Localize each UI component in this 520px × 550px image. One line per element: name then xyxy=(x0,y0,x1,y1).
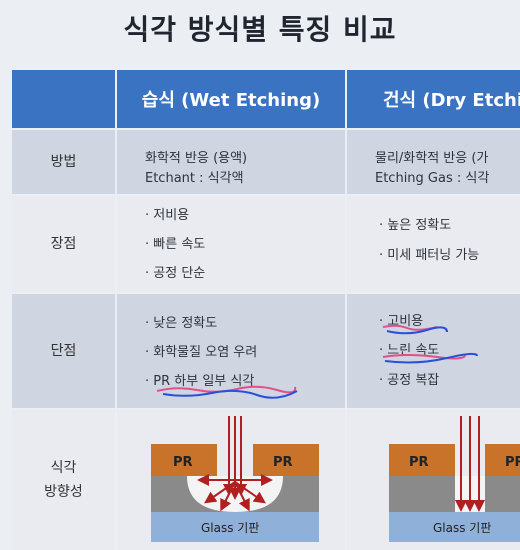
row-label-direction: 식각 방향성 xyxy=(12,410,115,550)
cons-wet-line1: · 낮은 정확도 xyxy=(145,316,218,331)
cons-dry-line3: · 공정 복잡 xyxy=(379,373,440,388)
dry-pr-right-label: PR xyxy=(505,455,520,470)
method-dry-line1: 물리/화학적 반응 (가 xyxy=(375,151,489,166)
method-wet-line2: Etchant : 식각액 xyxy=(145,171,244,186)
wet-glass-layer xyxy=(151,512,319,542)
row-label-pros: 장점 xyxy=(12,196,115,292)
dry-glass-label: Glass 기판 xyxy=(433,521,491,535)
pros-dry: · 높은 정확도 · 미세 패터닝 가능 xyxy=(347,196,520,292)
direction-wet: PR PR Glass 기판 xyxy=(117,410,345,550)
dry-etch-diagram: PR PR Glass 기판 xyxy=(389,416,520,542)
cons-dry-line2: · 느린 속도 xyxy=(379,343,440,358)
header-dry-label: 건식 (Dry Etchi xyxy=(383,90,520,111)
method-wet: 화학적 반응 (용액) Etchant : 식각액 xyxy=(117,130,345,194)
header-dry: 건식 (Dry Etchi xyxy=(347,70,520,128)
method-dry: 물리/화학적 반응 (가 Etching Gas : 식각 xyxy=(347,130,520,194)
wet-pr-right-label: PR xyxy=(273,455,293,470)
direction-dry: PR PR Glass 기판 xyxy=(347,410,520,550)
wet-pr-left-label: PR xyxy=(173,455,193,470)
row-label-cons: 단점 xyxy=(12,294,115,408)
wet-glass-label: Glass 기판 xyxy=(201,521,259,535)
row-label-method: 방법 xyxy=(12,130,115,194)
pros-wet-line2: · 빠른 속도 xyxy=(145,237,206,252)
wet-etch-arrows xyxy=(197,416,273,512)
pen-underline-dry xyxy=(382,324,478,364)
dry-pr-left xyxy=(389,444,455,476)
pros-wet-line3: · 공정 단순 xyxy=(145,266,206,281)
dry-pr-right xyxy=(485,444,520,476)
comparison-table: 습식 (Wet Etching) 건식 (Dry Etchi 방법 화학적 반응… xyxy=(12,70,520,550)
wet-etch-diagram: PR PR Glass 기판 xyxy=(151,416,319,542)
header-wet: 습식 (Wet Etching) xyxy=(117,70,345,128)
pros-wet-line1: · 저비용 xyxy=(145,208,190,223)
pros-dry-line1: · 높은 정확도 xyxy=(379,218,452,233)
dry-glass-layer xyxy=(389,512,520,542)
pros-wet: · 저비용 · 빠른 속도 · 공정 단순 xyxy=(117,196,345,292)
pros-dry-line2: · 미세 패터닝 가능 xyxy=(379,248,480,263)
wet-pr-left xyxy=(151,444,217,476)
dry-etch-arrows xyxy=(455,416,485,512)
page-title: 식각 방식별 특징 비교 xyxy=(123,13,397,46)
wet-pr-right xyxy=(253,444,319,476)
header-corner xyxy=(12,70,115,128)
cons-dry: · 고비용 · 느린 속도 · 공정 복잡 xyxy=(347,294,520,408)
pen-underline-wet xyxy=(156,385,298,399)
method-wet-line1: 화학적 반응 (용액) xyxy=(145,151,248,166)
header-wet-label: 습식 (Wet Etching) xyxy=(141,90,321,111)
cons-wet: · 낮은 정확도 · 화학물질 오염 우려 · PR 하부 일부 식각 xyxy=(117,294,345,408)
cons-wet-line2: · 화학물질 오염 우려 xyxy=(145,345,258,360)
cons-wet-line3: · PR 하부 일부 식각 xyxy=(145,374,255,389)
method-dry-line2: Etching Gas : 식각 xyxy=(375,171,490,186)
dry-pr-left-label: PR xyxy=(409,455,429,470)
dry-film-layer xyxy=(389,476,520,512)
